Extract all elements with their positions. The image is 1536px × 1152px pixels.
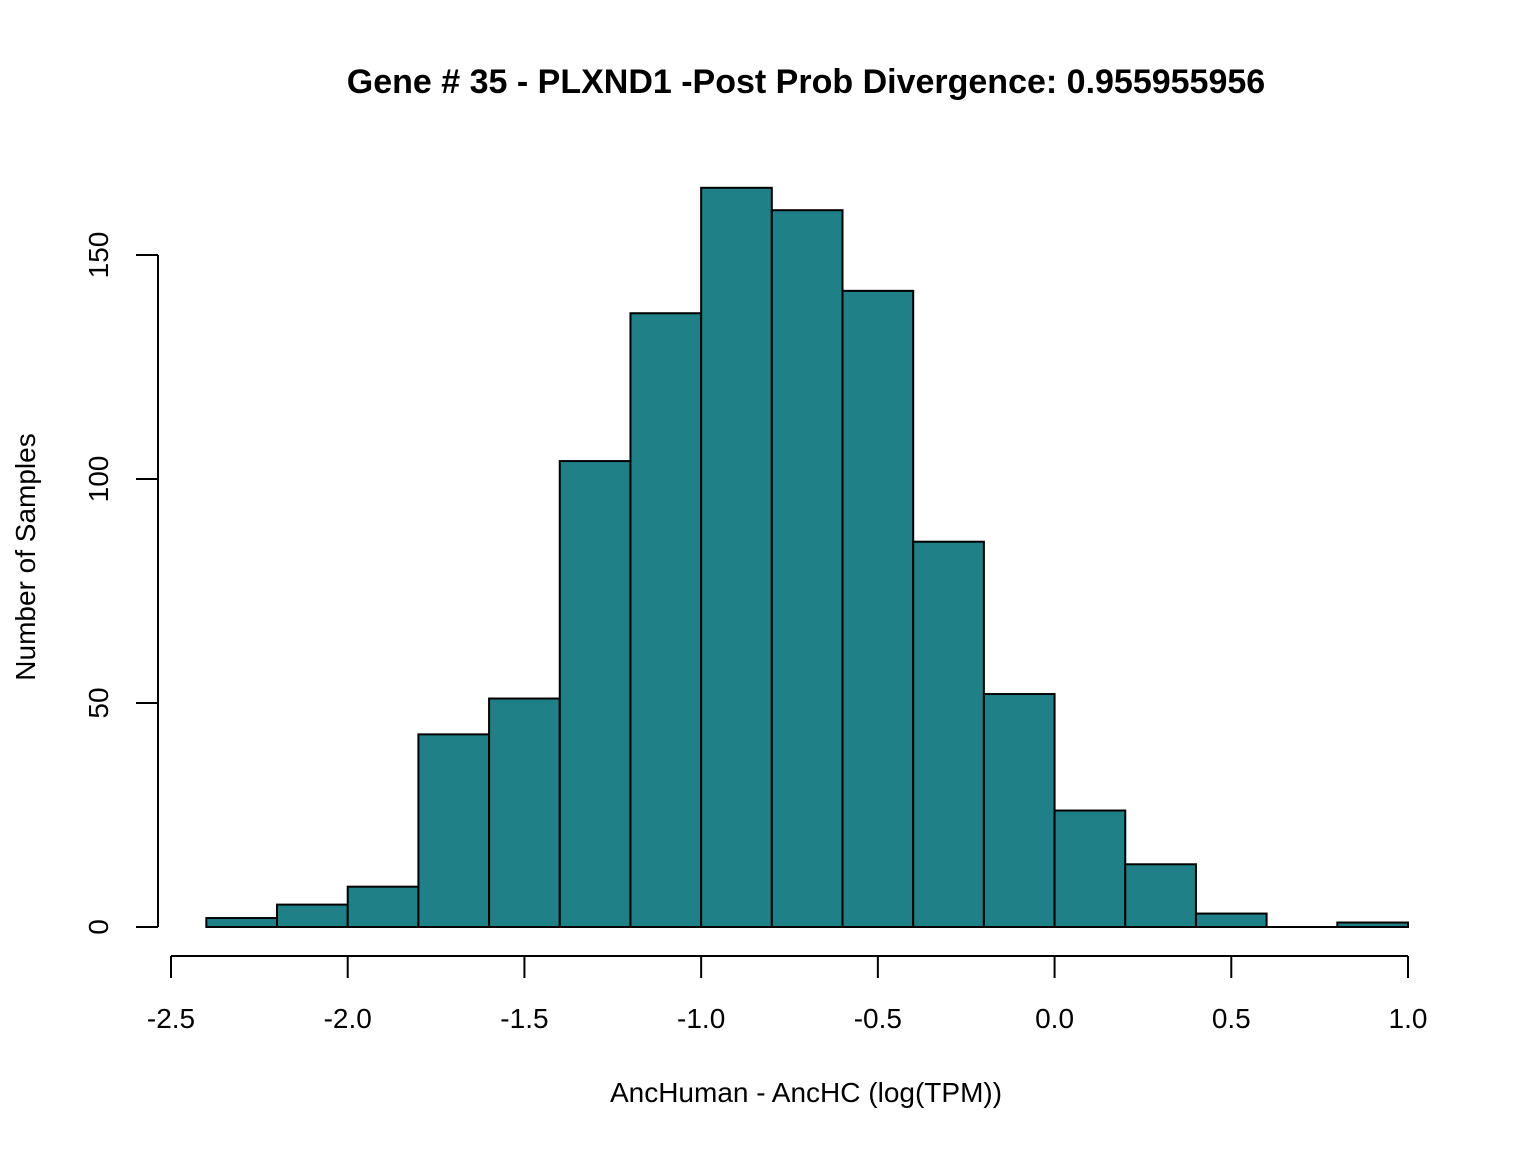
histogram-bar-14 bbox=[1194, 912, 1268, 928]
x-tick-label-3: -1.0 bbox=[677, 1003, 725, 1034]
histogram-bar-11 bbox=[982, 693, 1056, 928]
histogram-bar-4 bbox=[488, 697, 561, 929]
x-tick-label-1: -2.0 bbox=[324, 1003, 372, 1034]
x-tick-label-6: 0.5 bbox=[1212, 1003, 1251, 1034]
histogram-bar-1 bbox=[276, 903, 349, 928]
x-axis: -2.5 -2.0 -1.5 -1.0 -0.5 0.0 0.5 1.0 bbox=[147, 955, 1428, 1034]
histogram-bar-7 bbox=[700, 186, 773, 929]
histogram-bar-9 bbox=[841, 289, 915, 928]
y-tick-label-1: 50 bbox=[83, 687, 114, 718]
y-axis-label: Number of Samples bbox=[10, 433, 41, 680]
chart-title: Gene # 35 - PLXND1 -Post Prob Divergence… bbox=[347, 63, 1265, 101]
histogram-bar-3 bbox=[417, 733, 491, 928]
histogram-bar-10 bbox=[912, 540, 985, 928]
x-tick-label-7: 1.0 bbox=[1389, 1003, 1428, 1034]
histogram-bar-13 bbox=[1124, 863, 1197, 929]
x-tick-label-5: 0.0 bbox=[1035, 1003, 1074, 1034]
histogram-bar-2 bbox=[346, 885, 420, 928]
bars-group bbox=[205, 186, 1410, 929]
x-tick-label-2: -1.5 bbox=[500, 1003, 548, 1034]
x-axis-label: AncHuman - AncHC (log(TPM)) bbox=[610, 1077, 1002, 1108]
histogram-bar-5 bbox=[558, 460, 632, 928]
histogram-bar-0 bbox=[205, 917, 279, 928]
histogram-bar-6 bbox=[629, 312, 703, 928]
histogram-bar-8 bbox=[770, 209, 844, 928]
histogram-bar-12 bbox=[1053, 809, 1127, 929]
y-axis: 0 50 100 150 bbox=[83, 232, 159, 935]
x-tick-label-4: -0.5 bbox=[854, 1003, 902, 1034]
y-tick-label-2: 100 bbox=[83, 456, 114, 503]
x-tick-label-0: -2.5 bbox=[147, 1003, 195, 1034]
histogram-bar-16 bbox=[1336, 921, 1410, 929]
y-tick-label-0: 0 bbox=[83, 919, 114, 935]
y-tick-label-3: 150 bbox=[83, 232, 114, 279]
